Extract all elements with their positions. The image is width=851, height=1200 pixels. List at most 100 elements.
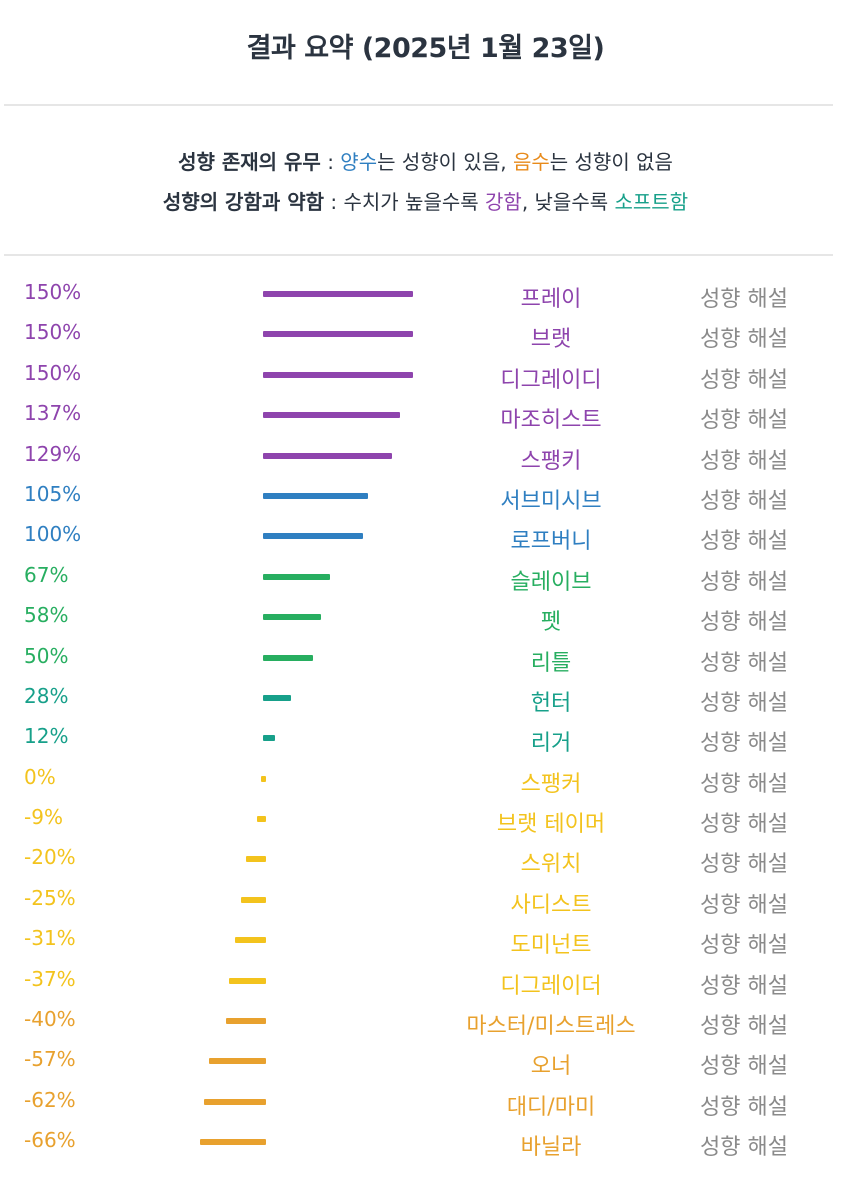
score-bar — [229, 977, 266, 984]
trait-explanation-link[interactable]: 성향 해설 — [700, 1014, 788, 1040]
trait-name: 펫 — [540, 610, 562, 636]
percent-value: 150% — [24, 360, 82, 385]
legend-strength: 성향의 강함과 약함 : 수치가 높을수록 강함, 낮을수록 소프트함 — [0, 186, 851, 215]
trait-explanation-link[interactable]: 성향 해설 — [700, 1135, 788, 1161]
score-bar — [263, 291, 413, 297]
legend-soft-word: 소프트함 — [614, 190, 689, 214]
percent-value: -37% — [24, 966, 76, 991]
score-bar — [235, 937, 266, 944]
legend-separator: : — [320, 150, 341, 174]
trait-explanation-link[interactable]: 성향 해설 — [700, 650, 788, 676]
result-row: -66% 바닐라 성향 해설 — [0, 1122, 851, 1162]
score-bar — [200, 1139, 266, 1146]
result-row: 129% 스팽키 성향 해설 — [0, 436, 851, 476]
trait-name: 디그레이더 — [500, 973, 602, 999]
score-bar — [241, 896, 266, 903]
score-bar — [263, 614, 321, 621]
score-bar — [263, 412, 400, 419]
trait-name: 마조히스트 — [500, 408, 602, 434]
percent-value: -62% — [24, 1087, 76, 1112]
score-bar — [263, 331, 413, 338]
percent-value: -9% — [24, 805, 63, 830]
trait-explanation-link[interactable]: 성향 해설 — [700, 1054, 788, 1080]
score-bar — [246, 856, 266, 863]
trait-explanation-link[interactable]: 성향 해설 — [700, 488, 788, 514]
trait-explanation-link[interactable]: 성향 해설 — [700, 771, 788, 797]
trait-explanation-link[interactable]: 성향 해설 — [700, 812, 788, 838]
percent-value: 12% — [24, 724, 69, 749]
score-bar — [263, 694, 291, 701]
legend-positive-word: 양수 — [340, 150, 378, 174]
percent-value: 137% — [24, 401, 82, 426]
trait-name: 리거 — [530, 731, 572, 757]
result-row: 105% 서브미시브 성향 해설 — [0, 476, 851, 516]
trait-explanation-link[interactable]: 성향 해설 — [700, 287, 788, 312]
result-row: 50% 리틀 성향 해설 — [0, 638, 851, 678]
score-bar — [261, 775, 266, 782]
trait-name: 브랫 — [530, 327, 572, 353]
legend-strength-label: 성향의 강함과 약함 — [162, 190, 325, 214]
percent-value: 150% — [24, 320, 82, 345]
result-row: 28% 헌터 성향 해설 — [0, 678, 851, 718]
trait-name: 스팽키 — [520, 448, 582, 474]
result-row: -31% 도미넌트 성향 해설 — [0, 920, 851, 960]
trait-name: 스위치 — [520, 852, 582, 878]
trait-name: 도미넌트 — [510, 933, 592, 959]
percent-value: 100% — [24, 522, 82, 547]
result-row: 67% 슬레이브 성향 해설 — [0, 557, 851, 597]
trait-name: 헌터 — [530, 690, 572, 716]
percent-value: 0% — [24, 764, 56, 789]
trait-name: 사디스트 — [510, 892, 592, 918]
result-row: 58% 펫 성향 해설 — [0, 597, 851, 637]
score-bar — [257, 816, 266, 823]
trait-explanation-link[interactable]: 성향 해설 — [700, 892, 788, 918]
trait-explanation-link[interactable]: 성향 해설 — [700, 367, 788, 393]
percent-value: 28% — [24, 683, 69, 708]
trait-explanation-link[interactable]: 성향 해설 — [700, 610, 788, 636]
trait-name: 스팽커 — [520, 771, 582, 797]
percent-value: -31% — [24, 926, 76, 951]
result-row: 12% 리거 성향 해설 — [0, 718, 851, 758]
score-bar — [226, 1018, 266, 1025]
trait-explanation-link[interactable]: 성향 해설 — [700, 973, 788, 999]
score-bar — [204, 1098, 266, 1105]
legend-positive-text: 는 성향이 있음, — [377, 150, 513, 174]
score-bar — [263, 533, 363, 540]
trait-name: 오너 — [530, 1054, 572, 1080]
legend-mid-text: , 낮을수록 — [521, 190, 615, 214]
trait-name: 슬레이브 — [510, 569, 592, 595]
result-row: 150% 디그레이디 성향 해설 — [0, 355, 851, 395]
header-divider — [4, 104, 833, 106]
trait-explanation-link[interactable]: 성향 해설 — [700, 327, 788, 353]
result-row: 150% 브랫 성향 해설 — [0, 314, 851, 354]
legend-presence-label: 성향 존재의 유무 — [178, 150, 321, 174]
result-row: -57% 오너 성향 해설 — [0, 1041, 851, 1081]
trait-explanation-link[interactable]: 성향 해설 — [700, 852, 788, 878]
result-row: -62% 대디/마미 성향 해설 — [0, 1082, 851, 1122]
trait-explanation-link[interactable]: 성향 해설 — [700, 1094, 788, 1120]
score-bar — [263, 492, 368, 499]
trait-explanation-link[interactable]: 성향 해설 — [700, 569, 788, 595]
trait-explanation-link[interactable]: 성향 해설 — [700, 408, 788, 434]
percent-value: 58% — [24, 603, 69, 628]
percent-value: -25% — [24, 885, 76, 910]
trait-explanation-link[interactable]: 성향 해설 — [700, 690, 788, 716]
trait-explanation-link[interactable]: 성향 해설 — [700, 448, 788, 474]
trait-name: 디그레이디 — [500, 367, 602, 393]
percent-value: 105% — [24, 481, 82, 506]
score-bar — [263, 371, 413, 378]
result-row: -9% 브랫 테이머 성향 해설 — [0, 799, 851, 839]
percent-value: -40% — [24, 1007, 76, 1032]
trait-explanation-link[interactable]: 성향 해설 — [700, 933, 788, 959]
score-bar — [263, 452, 392, 459]
trait-explanation-link[interactable]: 성향 해설 — [700, 529, 788, 555]
legend-negative-word: 음수 — [512, 150, 550, 174]
trait-name: 대디/마미 — [506, 1094, 596, 1120]
trait-explanation-link[interactable]: 성향 해설 — [700, 731, 788, 757]
percent-value: 67% — [24, 562, 69, 587]
result-row: -37% 디그레이더 성향 해설 — [0, 961, 851, 1001]
score-bar — [263, 735, 275, 742]
legend-strong-word: 강함 — [485, 190, 522, 214]
legend-presence: 성향 존재의 유무 : 양수는 성향이 있음, 음수는 성향이 없음 — [0, 146, 851, 175]
result-row: 100% 로프버니 성향 해설 — [0, 516, 851, 556]
